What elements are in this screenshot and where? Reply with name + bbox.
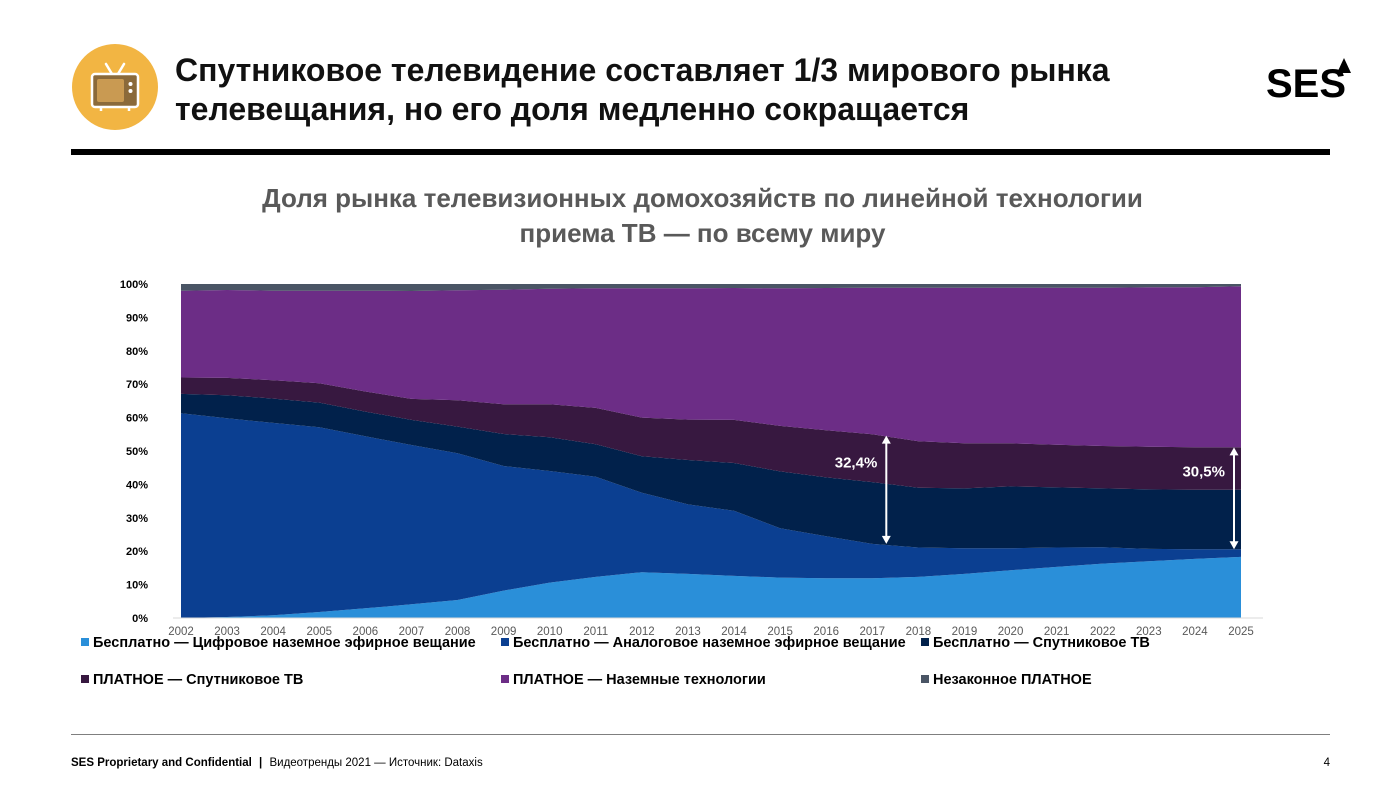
annotation-label: 32,4% xyxy=(835,455,878,472)
slide-title: Спутниковое телевидение составляет 1/3 м… xyxy=(175,52,1110,127)
legend-item-digital-terrestrial: Бесплатно — Цифровое наземное эфирное ве… xyxy=(81,634,476,652)
x-tick-label: 2016 xyxy=(813,626,839,638)
y-tick-label: 50% xyxy=(126,446,148,458)
annotation-label: 30,5% xyxy=(1182,463,1225,480)
area-series-5 xyxy=(181,284,1241,291)
legend-item-pay-satellite: ПЛАТНОЕ — Спутниковое ТВ xyxy=(81,671,303,689)
legend-label: ПЛАТНОЕ — Наземные технологии xyxy=(513,672,766,688)
x-tick-label: 2025 xyxy=(1228,626,1254,638)
footer-source: Видеотренды 2021 — Источник: Dataxis xyxy=(269,757,483,769)
y-tick-label: 0% xyxy=(132,613,148,625)
y-tick-label: 70% xyxy=(126,379,148,391)
legend-label: Незаконное ПЛАТНОЕ xyxy=(933,672,1092,688)
x-tick-label: 2005 xyxy=(306,626,332,638)
header-divider xyxy=(71,149,1330,155)
legend-swatch xyxy=(81,675,89,683)
x-tick-label: 2010 xyxy=(537,626,563,638)
annotation-arrowhead-down xyxy=(881,535,891,544)
x-tick-label: 2008 xyxy=(445,626,471,638)
footer-confidential: SES Proprietary and Confidential xyxy=(71,757,252,769)
area-series-1 xyxy=(181,413,1241,618)
legend-label: ПЛАТНОЕ — Спутниковое ТВ xyxy=(93,672,304,688)
x-tick-label: 2022 xyxy=(1090,626,1116,638)
legend-item-free-satellite: Бесплатно — Спутниковое ТВ xyxy=(921,634,1150,652)
y-tick-label: 10% xyxy=(126,580,148,592)
x-tick-label: 2017 xyxy=(860,626,886,638)
y-tick-label: 90% xyxy=(126,312,148,324)
y-tick-label: 30% xyxy=(126,513,148,525)
tv-icon xyxy=(72,44,158,130)
area-series-4 xyxy=(181,286,1241,448)
legend-swatch xyxy=(921,638,929,646)
logo-text: SES xyxy=(1266,62,1346,102)
legend-swatch xyxy=(81,638,89,646)
footer-divider xyxy=(71,734,1330,735)
annotation-arrowhead-up xyxy=(881,435,891,444)
page-number: 4 xyxy=(1323,757,1330,769)
x-tick-label: 2013 xyxy=(675,626,701,638)
area-series-3 xyxy=(181,377,1241,490)
legend-item-pay-terrestrial: ПЛАТНОЕ — Наземные технологии xyxy=(501,671,766,689)
y-tick-label: 20% xyxy=(126,546,148,558)
x-tick-label: 2011 xyxy=(583,626,608,638)
x-tick-label: 2019 xyxy=(952,626,978,638)
x-tick-label: 2003 xyxy=(214,626,240,638)
x-tick-label: 2015 xyxy=(767,626,793,638)
x-tick-label: 2021 xyxy=(1044,626,1070,638)
legend-swatch xyxy=(501,675,509,683)
legend-item-illegal-pay: Незаконное ПЛАТНОЕ xyxy=(921,671,1092,689)
footer-separator: | xyxy=(259,757,263,769)
x-tick-label: 2009 xyxy=(491,626,517,638)
legend-swatch xyxy=(501,638,509,646)
annotation-arrowhead-down xyxy=(1229,541,1239,550)
x-tick-label: 2012 xyxy=(629,626,655,638)
x-tick-label: 2018 xyxy=(906,626,932,638)
area-series-2 xyxy=(181,393,1241,550)
legend-label: Бесплатно — Цифровое наземное эфирное ве… xyxy=(93,635,476,651)
legend-item-analog-terrestrial: Бесплатно — Аналоговое наземное эфирное … xyxy=(501,634,906,652)
x-tick-label: 2002 xyxy=(168,626,194,638)
area-series-0 xyxy=(181,556,1241,618)
annotation-arrowhead-up xyxy=(1229,447,1239,456)
x-tick-label: 2014 xyxy=(721,626,747,638)
legend-label: Бесплатно — Спутниковое ТВ xyxy=(933,635,1150,651)
x-tick-label: 2007 xyxy=(399,626,425,638)
x-tick-label: 2004 xyxy=(260,626,286,638)
x-tick-label: 2006 xyxy=(353,626,379,638)
y-tick-label: 100% xyxy=(120,279,148,291)
y-tick-label: 40% xyxy=(126,479,148,491)
y-tick-label: 80% xyxy=(126,346,148,358)
x-tick-label: 2024 xyxy=(1182,626,1208,638)
x-tick-label: 2020 xyxy=(998,626,1024,638)
ses-logo: SES xyxy=(1264,56,1352,106)
legend-label: Бесплатно — Аналоговое наземное эфирное … xyxy=(513,635,906,651)
chart-title: Доля рынка телевизионных домохозяйств по… xyxy=(262,183,1143,248)
legend-swatch xyxy=(921,675,929,683)
x-tick-label: 2023 xyxy=(1136,626,1162,638)
y-tick-label: 60% xyxy=(126,413,148,425)
footer: SES Proprietary and Confidential | Видео… xyxy=(71,757,483,769)
